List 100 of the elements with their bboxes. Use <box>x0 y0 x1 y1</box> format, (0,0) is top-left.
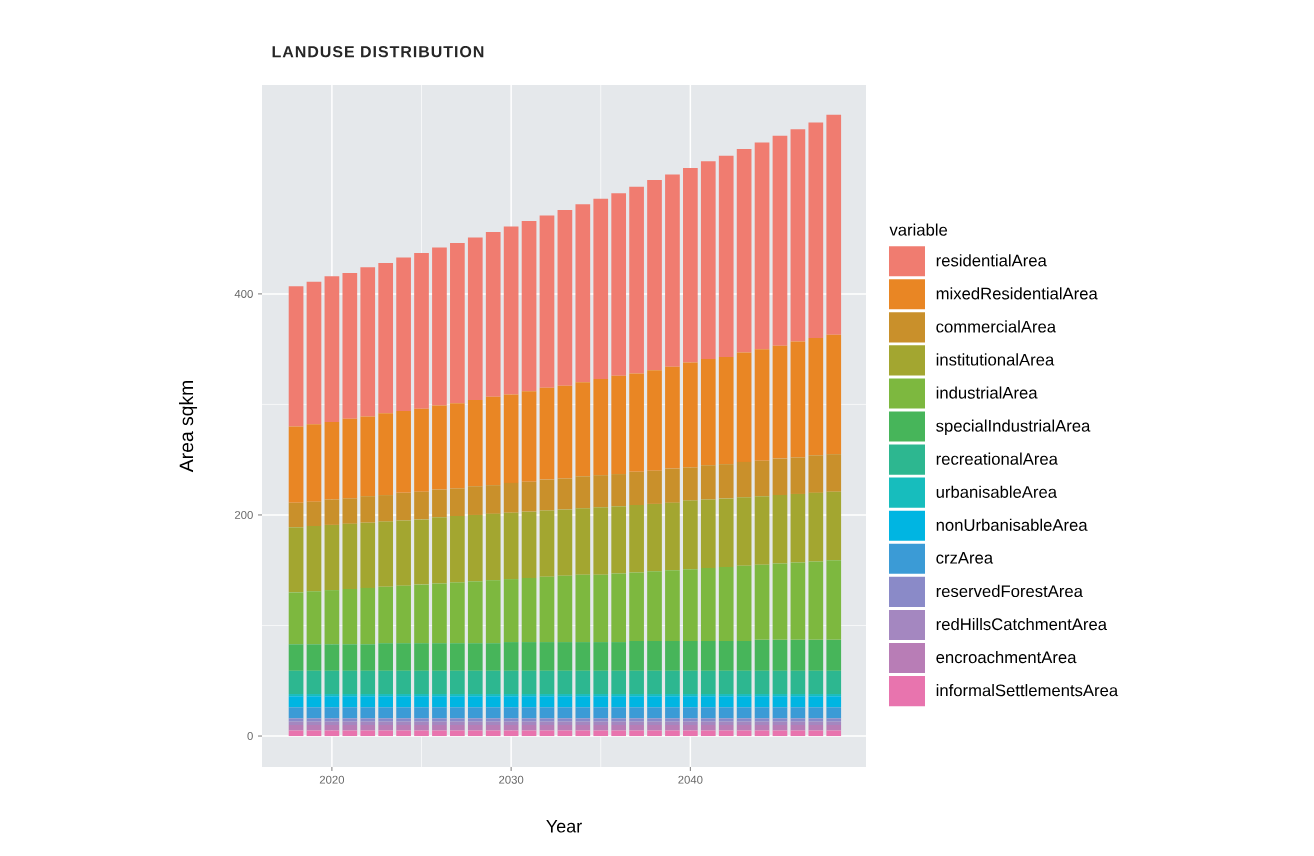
legend-label: industrialArea <box>936 386 1038 399</box>
bar <box>432 517 447 584</box>
bar <box>826 491 842 561</box>
bar <box>306 724 322 731</box>
bar <box>467 581 483 644</box>
bar <box>396 724 411 731</box>
bar <box>700 359 716 466</box>
bar <box>593 198 609 380</box>
bar <box>396 670 411 695</box>
bar <box>432 724 447 731</box>
legend-label: crzArea <box>936 552 994 564</box>
bar <box>611 506 627 574</box>
bar <box>629 670 644 695</box>
bar <box>342 670 358 695</box>
bar <box>396 730 411 737</box>
bar <box>575 508 591 575</box>
bar <box>378 495 394 522</box>
bar <box>521 577 537 643</box>
bar <box>575 730 591 737</box>
bar <box>575 694 591 697</box>
bar <box>414 491 429 520</box>
bar <box>718 707 734 719</box>
bar <box>629 694 644 697</box>
bar <box>414 694 429 697</box>
bar <box>485 696 501 708</box>
bar <box>378 413 394 496</box>
bar <box>611 707 627 719</box>
bar <box>826 724 842 731</box>
bar <box>611 724 627 731</box>
bar <box>467 724 483 731</box>
bar <box>288 707 304 719</box>
bar <box>736 149 752 353</box>
bar <box>683 167 698 363</box>
bar <box>288 696 304 708</box>
bar <box>324 707 340 719</box>
bar <box>772 495 788 564</box>
legend-label: recreationalArea <box>936 452 1058 465</box>
bar <box>700 465 716 500</box>
bar <box>378 262 394 414</box>
bar <box>521 391 537 482</box>
bar <box>521 220 537 392</box>
bar <box>826 696 842 708</box>
bar <box>647 696 662 708</box>
bar <box>467 400 483 487</box>
bar <box>790 457 806 494</box>
bar <box>826 670 842 695</box>
bar <box>288 502 304 528</box>
y-axis-title: Area sqkm <box>179 381 198 473</box>
bar <box>539 576 555 643</box>
bar <box>450 707 465 719</box>
bar <box>396 492 411 521</box>
bar <box>629 186 644 374</box>
bar <box>665 468 680 503</box>
bar <box>683 640 698 671</box>
bar <box>611 193 627 376</box>
bar <box>539 387 555 480</box>
legend-label: residentialArea <box>936 254 1047 267</box>
bar <box>324 590 340 645</box>
bar <box>790 707 806 719</box>
bar <box>378 521 394 587</box>
bar <box>396 520 411 586</box>
bar <box>324 724 340 731</box>
bar <box>736 670 752 695</box>
bar <box>557 385 573 479</box>
bar <box>665 707 680 719</box>
bar <box>503 394 519 483</box>
bar <box>557 575 573 643</box>
legend-label: reservedForestArea <box>936 584 1083 598</box>
y-tick-label: 400 <box>234 289 253 298</box>
bar <box>772 458 788 496</box>
bar <box>432 730 447 737</box>
bar <box>324 499 340 525</box>
bar <box>736 696 752 708</box>
bar <box>700 161 716 360</box>
chart-title: LANDUSE DISTRIBUTION <box>272 46 484 58</box>
bar <box>700 724 716 731</box>
bar <box>557 478 573 510</box>
bar <box>539 510 555 577</box>
legend-label: nonUrbanisableArea <box>936 518 1088 531</box>
bar <box>718 670 734 695</box>
bar <box>665 366 680 469</box>
bar <box>414 730 429 737</box>
bar <box>700 696 716 708</box>
bar <box>539 479 555 511</box>
legend-label: institutionalArea <box>936 353 1055 366</box>
bar <box>557 670 573 695</box>
bar <box>288 644 304 671</box>
bar <box>700 640 716 671</box>
bar <box>647 571 662 641</box>
bar <box>736 497 752 566</box>
bar <box>485 643 501 671</box>
bar <box>414 696 429 708</box>
bar <box>557 642 573 671</box>
bar <box>467 730 483 737</box>
bar <box>754 707 770 719</box>
bar <box>808 639 824 671</box>
bar <box>342 696 358 708</box>
bar <box>665 174 680 367</box>
bar <box>378 643 394 671</box>
bar <box>306 644 322 671</box>
